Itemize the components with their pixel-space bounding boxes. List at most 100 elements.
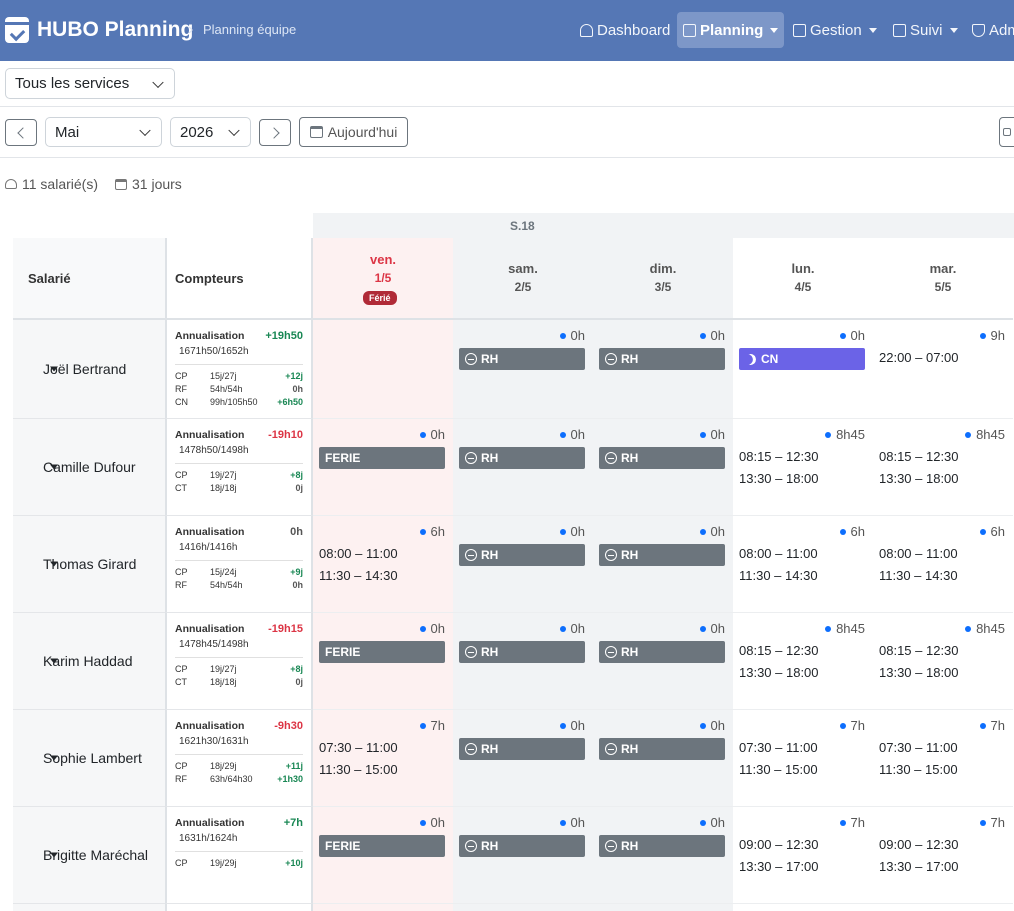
nav-planning[interactable]: Planning <box>677 12 785 48</box>
shift-time[interactable]: 08:00 – 11:00 <box>739 546 818 561</box>
next-month-button[interactable] <box>259 119 291 146</box>
day-cell[interactable]: 8h45 08:15 – 12:30 13:30 – 18:00 <box>733 613 873 710</box>
rh-badge[interactable]: RH <box>459 641 585 663</box>
shift-time[interactable]: 08:00 – 11:00 <box>879 546 958 561</box>
shift-time[interactable]: 09:00 – 12:30 <box>739 837 819 852</box>
day-cell[interactable]: 0h RH <box>453 419 593 516</box>
rh-badge[interactable]: RH <box>459 544 585 566</box>
day-cell[interactable]: 0h RH <box>453 516 593 613</box>
shift-time[interactable]: 11:30 – 14:30 <box>879 568 958 583</box>
nav-gestion[interactable]: Gestion <box>787 12 883 48</box>
caret-down-icon <box>50 366 58 372</box>
year-select[interactable]: 2026 <box>170 117 251 147</box>
day-cell[interactable]: 6h 08:00 – 11:00 11:30 – 14:30 <box>733 516 873 613</box>
annualisation-balance: 0h <box>290 526 303 538</box>
day-cell[interactable]: 7h 07:30 – 11:00 11:30 – 15:00 <box>313 710 453 807</box>
ferie-day-badge[interactable]: FERIE <box>319 447 445 469</box>
day-cell[interactable]: 0h FERIE <box>313 419 453 516</box>
day-cell[interactable]: 9h 22:00 – 07:00 <box>873 320 1013 419</box>
rh-badge[interactable]: RH <box>599 835 725 857</box>
status-dot-icon <box>839 529 846 535</box>
shift-time[interactable]: 08:15 – 12:30 <box>739 643 819 658</box>
shift-time[interactable]: 07:30 – 11:00 <box>879 740 958 755</box>
rh-badge[interactable]: RH <box>459 835 585 857</box>
rh-badge[interactable]: RH <box>599 447 725 469</box>
day-cell[interactable]: 8h45 08:15 – 12:30 13:30 – 18:00 <box>873 613 1013 710</box>
shift-time[interactable]: 13:30 – 17:00 <box>739 859 819 874</box>
nav-admin[interactable]: Adm <box>966 12 1014 48</box>
day-cell[interactable]: 0h RH <box>453 807 593 904</box>
month-select[interactable]: Mai <box>45 117 162 147</box>
shift-time[interactable]: 09:00 – 12:30 <box>879 837 959 852</box>
shift-time[interactable]: 07:30 – 11:00 <box>739 740 818 755</box>
day-total: 7h <box>839 718 865 733</box>
shift-time[interactable]: 11:30 – 15:00 <box>739 762 818 777</box>
day-cell[interactable]: 0h FERIE <box>313 807 453 904</box>
day-cell[interactable]: 6h 08:00 – 11:00 11:30 – 14:30 <box>313 516 453 613</box>
shift-time[interactable]: 22:00 – 07:00 <box>879 350 959 365</box>
prev-month-button[interactable] <box>5 119 37 146</box>
rh-badge[interactable]: RH <box>459 348 585 370</box>
shift-time[interactable]: 13:30 – 18:00 <box>739 471 819 486</box>
day-cell[interactable]: 0h RH <box>593 516 733 613</box>
day-cell[interactable]: 0h RH <box>453 710 593 807</box>
shift-time[interactable]: 11:30 – 14:30 <box>739 568 818 583</box>
shift-time[interactable]: 08:00 – 11:00 <box>319 546 398 561</box>
day-name: mar. <box>929 261 957 276</box>
day-date: 4/5 <box>794 280 812 294</box>
cn-badge[interactable]: CN <box>739 348 865 370</box>
day-cell[interactable]: 0h RH <box>593 320 733 419</box>
nav-suivi[interactable]: Suivi <box>887 12 964 48</box>
day-cell[interactable]: 8h45 08:15 – 12:30 13:30 – 18:00 <box>733 419 873 516</box>
day-total: 8h45 <box>965 621 1005 636</box>
nav-dashboard[interactable]: Dashboard <box>574 12 676 48</box>
shift-time[interactable]: 13:30 – 18:00 <box>879 665 959 680</box>
ferie-day-badge[interactable]: FERIE <box>319 835 445 857</box>
view-options-button[interactable] <box>999 117 1014 147</box>
day-cell[interactable]: 0h RH <box>453 320 593 419</box>
day-cell[interactable]: 0h RH <box>593 807 733 904</box>
rh-badge[interactable]: RH <box>599 641 725 663</box>
today-button[interactable]: Aujourd'hui <box>299 117 408 147</box>
shift-time[interactable]: 08:15 – 12:30 <box>879 449 959 464</box>
day-cell[interactable]: 0h CN <box>733 320 873 419</box>
day-name: dim. <box>649 261 677 276</box>
day-total: 0h <box>699 815 725 830</box>
service-select[interactable]: Tous les services <box>5 68 175 99</box>
day-cell[interactable]: 7h 07:30 – 11:00 11:30 – 15:00 <box>873 710 1013 807</box>
shift-time[interactable]: 11:30 – 14:30 <box>319 568 398 583</box>
rh-badge[interactable]: RH <box>459 738 585 760</box>
annualisation-balance: +19h50 <box>265 330 303 342</box>
rh-badge[interactable]: RH <box>599 738 725 760</box>
day-total: 0h <box>559 328 585 343</box>
caret-down-icon <box>50 755 58 761</box>
day-cell[interactable]: 7h 07:30 – 11:00 11:30 – 15:00 <box>733 710 873 807</box>
day-cell[interactable]: 0h RH <box>593 419 733 516</box>
shift-time[interactable]: 07:30 – 11:00 <box>319 740 398 755</box>
status-dot-icon <box>559 626 566 632</box>
day-cell[interactable]: 8h45 08:15 – 12:30 13:30 – 18:00 <box>873 419 1013 516</box>
rh-badge[interactable]: RH <box>599 544 725 566</box>
rh-badge[interactable]: RH <box>459 447 585 469</box>
day-cell[interactable]: 0h RH <box>453 613 593 710</box>
employee-count: 11 salarié(s) <box>5 176 98 192</box>
rh-badge[interactable]: RH <box>599 348 725 370</box>
day-total: 0h <box>699 621 725 636</box>
shift-time[interactable]: 13:30 – 17:00 <box>879 859 959 874</box>
day-cell[interactable] <box>313 320 453 419</box>
day-cell[interactable]: 0h RH <box>593 613 733 710</box>
app-title[interactable]: HUBO Planning <box>37 18 194 41</box>
ferie-day-badge[interactable]: FERIE <box>319 641 445 663</box>
shift-time[interactable]: 13:30 – 18:00 <box>739 665 819 680</box>
shift-time[interactable]: 13:30 – 18:00 <box>879 471 959 486</box>
day-cell[interactable]: 7h 09:00 – 12:30 13:30 – 17:00 <box>873 807 1013 904</box>
shift-time[interactable]: 11:30 – 15:00 <box>879 762 958 777</box>
day-cell[interactable]: 7h 09:00 – 12:30 13:30 – 17:00 <box>733 807 873 904</box>
day-cell[interactable]: 0h FERIE <box>313 613 453 710</box>
status-dot-icon <box>559 529 566 535</box>
shift-time[interactable]: 08:15 – 12:30 <box>879 643 959 658</box>
shift-time[interactable]: 08:15 – 12:30 <box>739 449 819 464</box>
day-cell[interactable]: 0h RH <box>593 710 733 807</box>
shift-time[interactable]: 11:30 – 15:00 <box>319 762 398 777</box>
day-cell[interactable]: 6h 08:00 – 11:00 11:30 – 14:30 <box>873 516 1013 613</box>
